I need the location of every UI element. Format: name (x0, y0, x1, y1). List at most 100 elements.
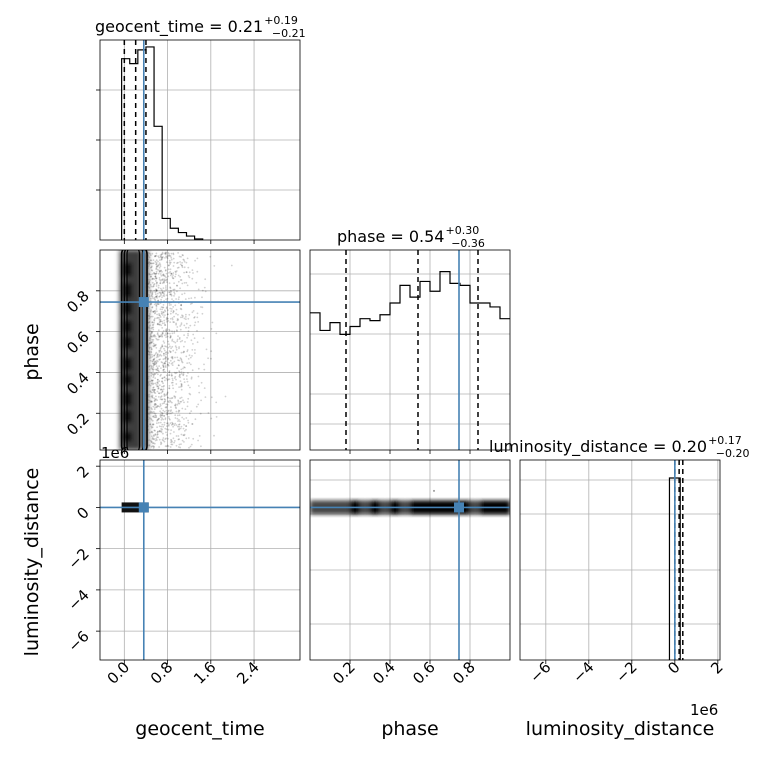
scatter-point (150, 302, 153, 305)
scatter-point (161, 428, 164, 431)
scatter-point (163, 376, 166, 379)
scatter-point (181, 361, 184, 364)
scatter-point (152, 259, 155, 261)
scatter-point (161, 257, 163, 259)
scatter-point (183, 401, 185, 404)
scatter-point (170, 294, 173, 297)
scatter-point (159, 347, 162, 350)
scatter-point (160, 313, 163, 315)
scatter-point (159, 335, 162, 338)
scatter-point (152, 360, 155, 362)
scatter-point (162, 281, 165, 283)
scatter-point (162, 278, 164, 280)
scatter-point (173, 261, 176, 264)
scatter-point (174, 341, 177, 344)
scatter-point (157, 387, 160, 390)
scatter-point (186, 336, 189, 339)
scatter-point (154, 275, 157, 278)
scatter-point (163, 274, 166, 277)
scatter-point (149, 333, 152, 336)
scatter-point (171, 357, 174, 360)
scatter-point (164, 438, 167, 440)
scatter-point (153, 321, 155, 324)
xtick-label-geocent-time: 0.0 (104, 658, 134, 688)
scatter-point (150, 346, 153, 349)
scatter-point (190, 377, 193, 380)
scatter-point (180, 433, 183, 436)
scatter-point (162, 311, 165, 314)
scatter-point (170, 439, 173, 442)
scatter-point (168, 385, 171, 387)
scatter-point (168, 371, 171, 374)
scatter-point (179, 373, 181, 376)
scatter-point (150, 266, 152, 269)
scatter-point (150, 431, 153, 433)
scatter-point (175, 407, 178, 410)
scatter-point (151, 396, 154, 399)
scatter-point (156, 406, 158, 409)
scatter-point (152, 345, 155, 347)
scatter-point (189, 393, 192, 396)
scatter-point (151, 365, 153, 368)
scatter-point (189, 445, 192, 448)
scatter-point (215, 401, 218, 404)
ytick-label-phase: 0.4 (63, 369, 93, 399)
scatter-point (193, 337, 196, 340)
scatter-point (178, 386, 181, 388)
scatter-point (173, 441, 176, 444)
scatter-point (158, 336, 161, 338)
scatter-point (150, 407, 153, 409)
scatter-point (178, 423, 180, 426)
scatter-point (159, 430, 161, 433)
scatter-point (172, 340, 175, 343)
scatter-point (148, 261, 151, 264)
scatter-point (172, 321, 175, 323)
scatter-point (157, 421, 160, 424)
scatter-point (170, 409, 173, 411)
scatter-point (165, 285, 167, 287)
scatter-point (172, 422, 174, 425)
scatter-point (187, 397, 190, 400)
scatter-point (149, 337, 152, 340)
scatter-point (173, 321, 176, 324)
scatter-point (186, 257, 189, 260)
scatter-point (156, 310, 158, 313)
scatter-point (193, 316, 196, 319)
scatter-point (150, 259, 153, 262)
scatter-point (149, 324, 151, 327)
scatter-point (151, 273, 154, 275)
scatter-point (224, 395, 227, 398)
scatter-point (169, 410, 172, 413)
scatter-point (165, 330, 168, 333)
scatter-point (155, 343, 157, 346)
scatter-point (165, 306, 168, 309)
scatter-point (175, 348, 178, 351)
scatter-point (210, 328, 213, 330)
scatter-point (166, 396, 169, 399)
scatter-point (151, 430, 153, 433)
scatter-point (173, 315, 176, 318)
scatter-point (149, 310, 152, 313)
scatter-point (185, 355, 188, 358)
scatter-point (153, 442, 156, 445)
scatter-point (163, 319, 166, 322)
scatter-point (168, 387, 171, 390)
scatter-point (153, 289, 156, 292)
scatter-point (187, 421, 190, 424)
scatter-point (197, 321, 200, 323)
scatter-point (160, 431, 163, 434)
scatter-point (175, 435, 178, 437)
scatter-point (158, 392, 160, 394)
scatter-point (169, 351, 172, 354)
scatter-point (195, 405, 198, 408)
scatter-point (183, 441, 185, 443)
joint-content (100, 460, 300, 660)
scatter-point (148, 321, 151, 323)
scatter-point (170, 347, 173, 350)
scatter-point (161, 364, 164, 367)
scatter-point (148, 343, 151, 345)
scatter-point (178, 423, 181, 426)
scatter-point (162, 439, 165, 442)
scatter-point (162, 371, 165, 373)
scatter-point (160, 407, 163, 410)
